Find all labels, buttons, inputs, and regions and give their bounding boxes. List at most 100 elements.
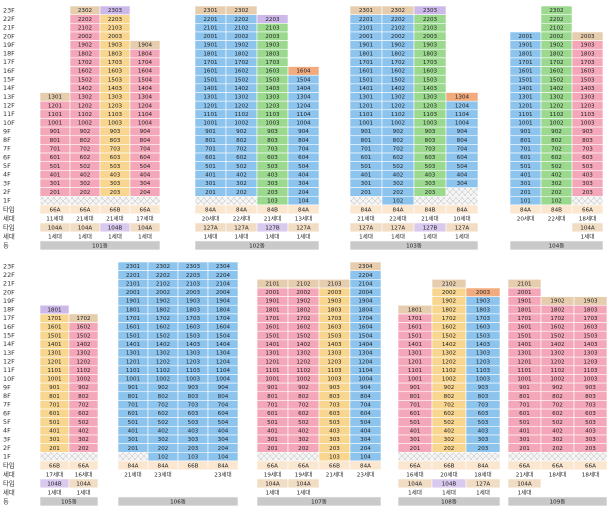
unit-label: 1801: [518, 51, 533, 57]
unit-label: 1204: [455, 103, 470, 109]
unit-label: 1802: [156, 307, 170, 313]
unit-label: 701: [50, 147, 61, 153]
unit-label: 901: [519, 385, 530, 391]
unit-label: 302: [158, 437, 169, 443]
unit-label: 403: [329, 428, 340, 434]
type2-cell-label: 104B: [47, 481, 62, 487]
unit-label: 1404: [138, 86, 153, 92]
unit-label: 2002: [234, 34, 248, 40]
unit-label: 1202: [549, 103, 563, 109]
unit-label: 302: [551, 181, 562, 187]
unit-label: 1203: [327, 359, 342, 365]
unit-label: 401: [410, 428, 421, 434]
unit-label: 1001: [359, 121, 374, 127]
unit-label: 1803: [265, 51, 280, 57]
unit-label: 1102: [156, 368, 170, 374]
count-cell-label: 18세대: [474, 470, 491, 478]
unit-label: 502: [393, 164, 404, 170]
unit-label: 1603: [580, 69, 595, 75]
unit-label: 2001: [203, 34, 218, 40]
void-unit: [194, 196, 227, 206]
unit-label: 1101: [517, 368, 532, 374]
unit-label: 1502: [442, 333, 456, 339]
unit-label: 1102: [549, 112, 563, 118]
floor-label: 10F: [3, 119, 15, 127]
unit-label: 102: [158, 454, 169, 460]
building-name: [509, 240, 604, 251]
count-cell-label: 21세대: [76, 214, 93, 222]
unit-label: 1503: [476, 333, 491, 339]
unit-label: 801: [128, 394, 139, 400]
floor-label: 5F: [3, 162, 11, 170]
unit-label: 2202: [234, 17, 248, 23]
unit-label: 303: [478, 437, 489, 443]
unit-label: 1203: [583, 359, 598, 365]
unit-label: 704: [360, 403, 371, 409]
floor-label: 17F: [3, 58, 15, 66]
unit-label: 1303: [580, 95, 595, 101]
building-name: [39, 240, 161, 251]
unit-label: 1201: [517, 359, 532, 365]
unit-label: 1303: [476, 351, 491, 357]
unit-label: 1001: [126, 377, 141, 383]
unit-label: 502: [158, 420, 169, 426]
unit-label: 202: [393, 190, 404, 196]
row-label: 동: [3, 241, 9, 249]
unit-label: 1104: [216, 368, 231, 374]
unit-label: 1304: [138, 95, 153, 101]
unit-label: 401: [128, 428, 139, 434]
type-cell-label: 66A: [552, 463, 563, 469]
building-name-label: 107동: [311, 498, 327, 505]
unit-label: 1302: [391, 95, 405, 101]
type-cell-label: 66B: [329, 463, 340, 469]
building-name-label: 108동: [441, 498, 457, 505]
unit-label: 1902: [442, 299, 456, 305]
type2-cell-label: 104A: [580, 225, 595, 231]
unit-label: 1002: [391, 121, 405, 127]
count2-cell-label: 1세대: [48, 488, 62, 496]
unit-label: 602: [78, 411, 89, 417]
unit-label: 1502: [549, 77, 563, 83]
unit-label: 1904: [216, 299, 231, 305]
unit-label: 1503: [108, 77, 123, 83]
unit-label: 304: [140, 181, 151, 187]
count-cell-label: 20세대: [440, 470, 457, 478]
unit-label: 202: [298, 446, 309, 452]
unit-label: 803: [329, 394, 340, 400]
unit-label: 704: [298, 147, 309, 153]
count2-cell-label: 1세대: [108, 232, 122, 240]
unit-label: 304: [298, 181, 309, 187]
unit-label: 504: [457, 164, 468, 170]
top-unit: [571, 31, 604, 41]
top-unit-label: 1702: [76, 316, 90, 322]
unit-label: 203: [267, 190, 278, 196]
unit-label: 401: [267, 428, 278, 434]
unit-label: 204: [218, 446, 229, 452]
unit-label: 1203: [580, 103, 595, 109]
floor-label: 2F: [3, 444, 11, 452]
unit-label: 404: [218, 428, 229, 434]
unit-label: 1504: [216, 333, 231, 339]
unit-label: 302: [298, 437, 309, 443]
type2-cell-label: 127A: [203, 225, 218, 231]
unit-label: 303: [329, 437, 340, 443]
unit-label: 1801: [359, 51, 374, 57]
unit-label: 1201: [48, 103, 63, 109]
unit-label: 1502: [391, 77, 405, 83]
unit-label: 801: [520, 138, 531, 144]
unit-label: 1803: [423, 51, 438, 57]
floor-label: 14F: [3, 340, 15, 348]
unit-label: 402: [78, 428, 89, 434]
unit-label: 1001: [408, 377, 423, 383]
unit-label: 601: [128, 411, 139, 417]
unit-label: 502: [80, 164, 91, 170]
unit-label: 1601: [517, 325, 532, 331]
unit-label: 1003: [327, 377, 342, 383]
count2-cell-label: 1세대: [138, 232, 152, 240]
unit-label: 901: [128, 385, 139, 391]
unit-label: 401: [49, 428, 60, 434]
void-unit: [465, 451, 501, 462]
unit-label: 901: [49, 385, 60, 391]
unit-label: 503: [585, 420, 596, 426]
top-unit-label: 2003: [580, 34, 595, 40]
